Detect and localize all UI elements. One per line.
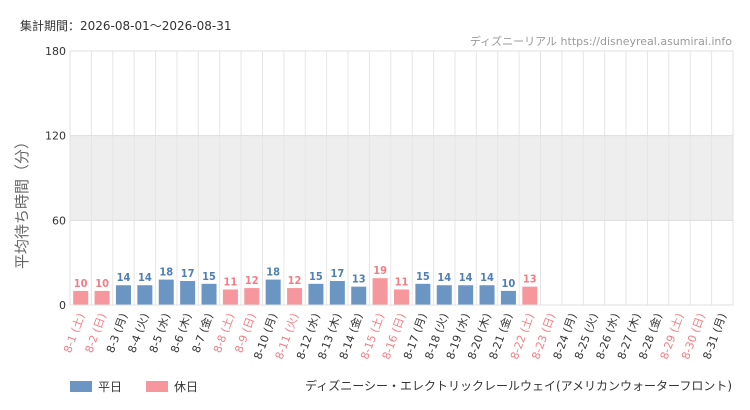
y-tick-label: 180: [45, 45, 66, 58]
data-label: 17: [181, 267, 195, 280]
y-tick-label: 0: [59, 299, 66, 312]
data-label: 15: [202, 270, 216, 283]
data-label: 10: [74, 277, 88, 290]
data-label: 18: [266, 266, 280, 279]
legend-swatch-holiday: [146, 381, 169, 392]
legend: 平日 休日: [70, 378, 198, 395]
legend-label-weekday: 平日: [98, 380, 123, 394]
bar: [415, 283, 431, 305]
bar: [394, 289, 409, 305]
bar: [137, 285, 153, 305]
y-tick-label: 60: [52, 214, 66, 227]
data-label: 11: [395, 275, 409, 288]
bar: [329, 281, 345, 305]
data-label: 14: [437, 271, 451, 284]
data-label: 10: [95, 277, 109, 290]
data-label: 17: [330, 267, 344, 280]
legend-label-holiday: 休日: [174, 380, 199, 394]
legend-item-weekday: 平日: [70, 378, 122, 395]
legend-item-holiday: 休日: [146, 378, 198, 395]
bar: [115, 285, 131, 305]
bar: [222, 289, 238, 305]
data-label: 18: [159, 266, 173, 279]
bar: [500, 290, 516, 305]
bar: [73, 290, 89, 305]
bar: [458, 285, 474, 305]
bar: [265, 279, 281, 305]
bar: [522, 286, 538, 305]
legend-swatch-weekday: [70, 381, 92, 392]
site-credit: ディズニーリアル https://disneyreal.asumirai.inf…: [469, 35, 732, 48]
data-label: 14: [138, 271, 152, 284]
bar: [308, 283, 324, 305]
bar: [436, 285, 452, 305]
bar: [201, 283, 217, 305]
bar: [158, 279, 174, 305]
bar: [244, 288, 260, 305]
data-label: 10: [502, 277, 516, 290]
bar: [372, 278, 388, 305]
data-label: 15: [416, 270, 430, 283]
data-label: 11: [224, 275, 238, 288]
bar: [94, 290, 110, 305]
y-tick-label: 120: [45, 130, 66, 143]
data-label: 12: [288, 274, 302, 287]
data-label: 14: [117, 271, 131, 284]
data-label: 13: [352, 273, 366, 286]
bar: [287, 288, 303, 305]
plot-border: [69, 50, 734, 306]
data-label: 19: [373, 264, 387, 277]
data-label: 14: [459, 271, 473, 284]
period-label: 集計期間：2026-08-01～2026-08-31: [20, 19, 232, 33]
data-label: 14: [480, 271, 494, 284]
shaded-band: [70, 135, 733, 221]
attraction-name: ディズニーシー・エレクトリックレールウェイ(アメリカンウォーターフロント): [305, 379, 732, 393]
data-label: 12: [245, 274, 259, 287]
data-label: 13: [523, 273, 537, 286]
bar: [479, 285, 495, 305]
bar: [351, 286, 367, 305]
bar: [180, 281, 196, 305]
data-label: 15: [309, 270, 323, 283]
